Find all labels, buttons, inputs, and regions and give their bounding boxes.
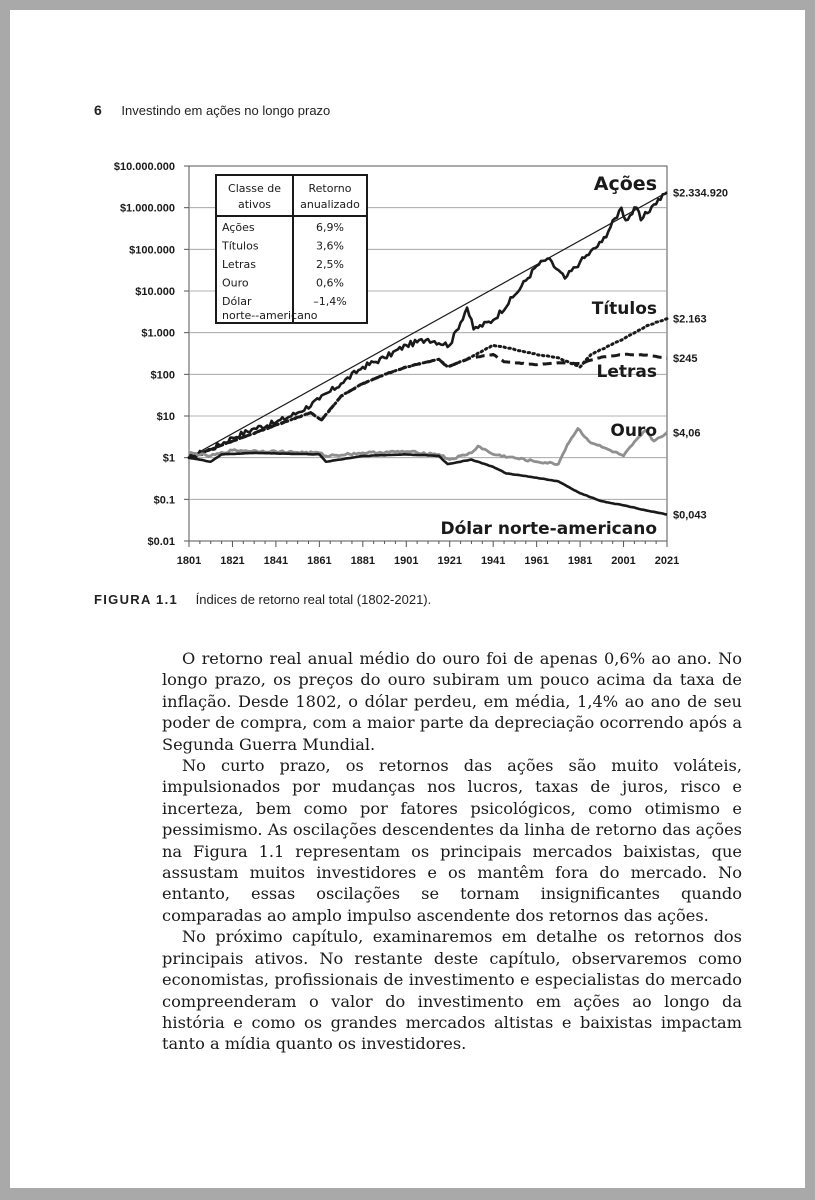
table-header: Classe de [228,182,281,195]
x-tick-label: 2021 [655,555,679,567]
returns-chart: $10.000.000 $1.000.000 $100.000 $10.000 $1.0… [114,161,728,567]
x-tick-label: 1801 [177,555,201,567]
y-tick-label: $1.000 [141,328,175,340]
y-tick-label: $100.000 [129,244,175,256]
series-end-label: $4,06 [673,427,701,439]
x-tick-label: 1921 [437,555,461,567]
page-number: 6 [94,102,102,118]
x-tick-label: 2001 [611,555,635,567]
table-header: ativos [238,198,271,211]
returns-table [215,174,368,324]
series-label: Dólar norte-americano [440,519,657,539]
paragraph: No próximo capítulo, examinaremos em det… [162,927,742,1054]
table-header: anualizado [300,198,360,211]
series-label: Ações [594,173,657,195]
x-tick-label: 1821 [220,555,244,567]
figure-caption: FIGURA 1.1 Índices de retorno real total… [94,592,431,607]
table-asset: Letras [222,258,256,271]
series-line-3 [188,352,668,460]
table-return: 6,9% [316,221,344,234]
figure-caption-text: Índices de retorno real total (1802-2021… [195,592,432,607]
y-tick-label: $1.000.000 [120,203,175,215]
x-tick-label: 1941 [481,555,505,567]
series-end-label: $245 [673,353,697,365]
figure-1-1: $10.000.000 $1.000.000 $100.000 $10.000 $1.0… [80,144,740,574]
table-asset: norte--americano [222,309,318,322]
figure-label: FIGURA 1.1 [94,592,179,607]
series-end-label: $2.334.920 [673,187,728,199]
book-page: 6 Investindo em ações no longo prazo $10… [10,10,805,1188]
table-return: 0,6% [316,277,344,290]
series-line-1 [188,191,668,459]
y-tick-label: $100 [151,369,175,381]
y-tick-label: $10 [157,411,175,423]
series-label: Ouro [610,421,657,441]
series-label: Letras [597,362,657,382]
y-tick-label: $1 [163,453,175,465]
table-return: –1,4% [313,295,346,308]
paragraph: No curto prazo, os retornos das ações sã… [162,756,742,925]
table-return: 3,6% [316,240,344,253]
x-tick-label: 1901 [394,555,418,567]
body-text: O retorno real anual médio do ouro foi d… [162,648,742,1055]
x-tick-label: 1881 [351,555,375,567]
table-asset: Dólar [222,295,252,308]
series-end-label: $0,043 [673,510,707,522]
x-tick-label: 1981 [568,555,592,567]
table-asset: Títulos [221,240,259,253]
series-end-label: $2.163 [673,314,707,326]
table-asset: Ouro [222,277,249,290]
x-tick-label: 1861 [307,555,331,567]
table-asset: Ações [222,221,255,234]
table-return: 2,5% [316,258,344,271]
x-tick-label: 1841 [264,555,288,567]
running-header: 6 Investindo em ações no longo prazo [94,102,330,118]
running-title: Investindo em ações no longo prazo [121,103,331,118]
y-tick-label: $10.000.000 [114,161,175,173]
y-tick-label: $0.01 [147,536,175,548]
x-tick-label: 1961 [524,555,548,567]
paragraph: O retorno real anual médio do ouro foi d… [162,649,742,754]
y-tick-label: $0.1 [154,494,175,506]
series-line-5 [188,451,668,516]
y-tick-label: $10.000 [135,286,175,298]
table-header: Retorno [309,182,352,195]
series-label: Títulos [592,299,657,319]
